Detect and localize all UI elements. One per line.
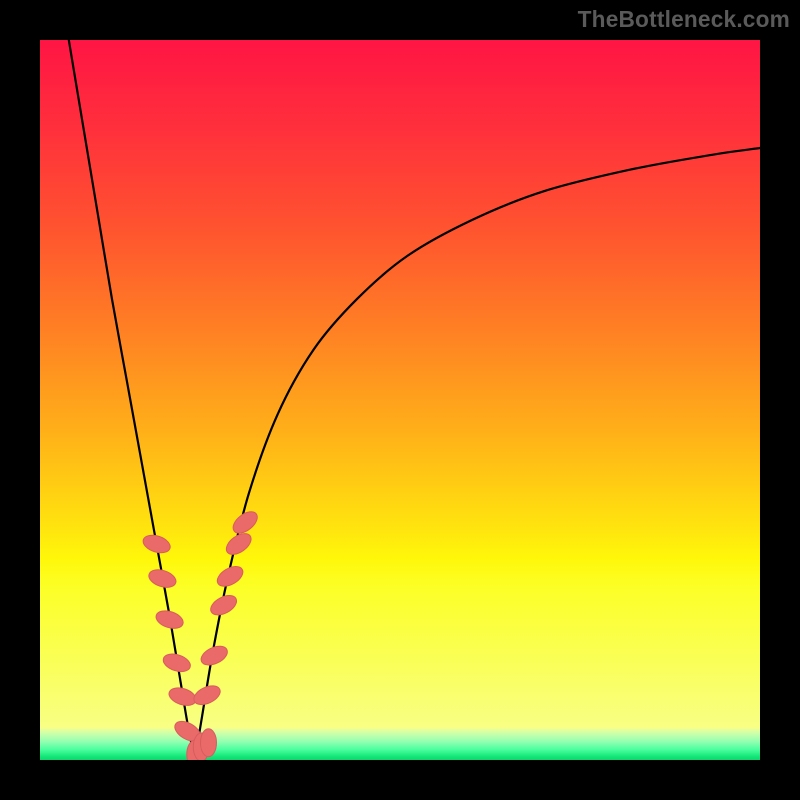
watermark-text: TheBottleneck.com — [578, 6, 790, 33]
chart-root: TheBottleneck.com — [0, 0, 800, 800]
plot-area — [40, 40, 760, 760]
bottleneck-chart — [0, 0, 800, 800]
data-marker — [200, 729, 216, 757]
